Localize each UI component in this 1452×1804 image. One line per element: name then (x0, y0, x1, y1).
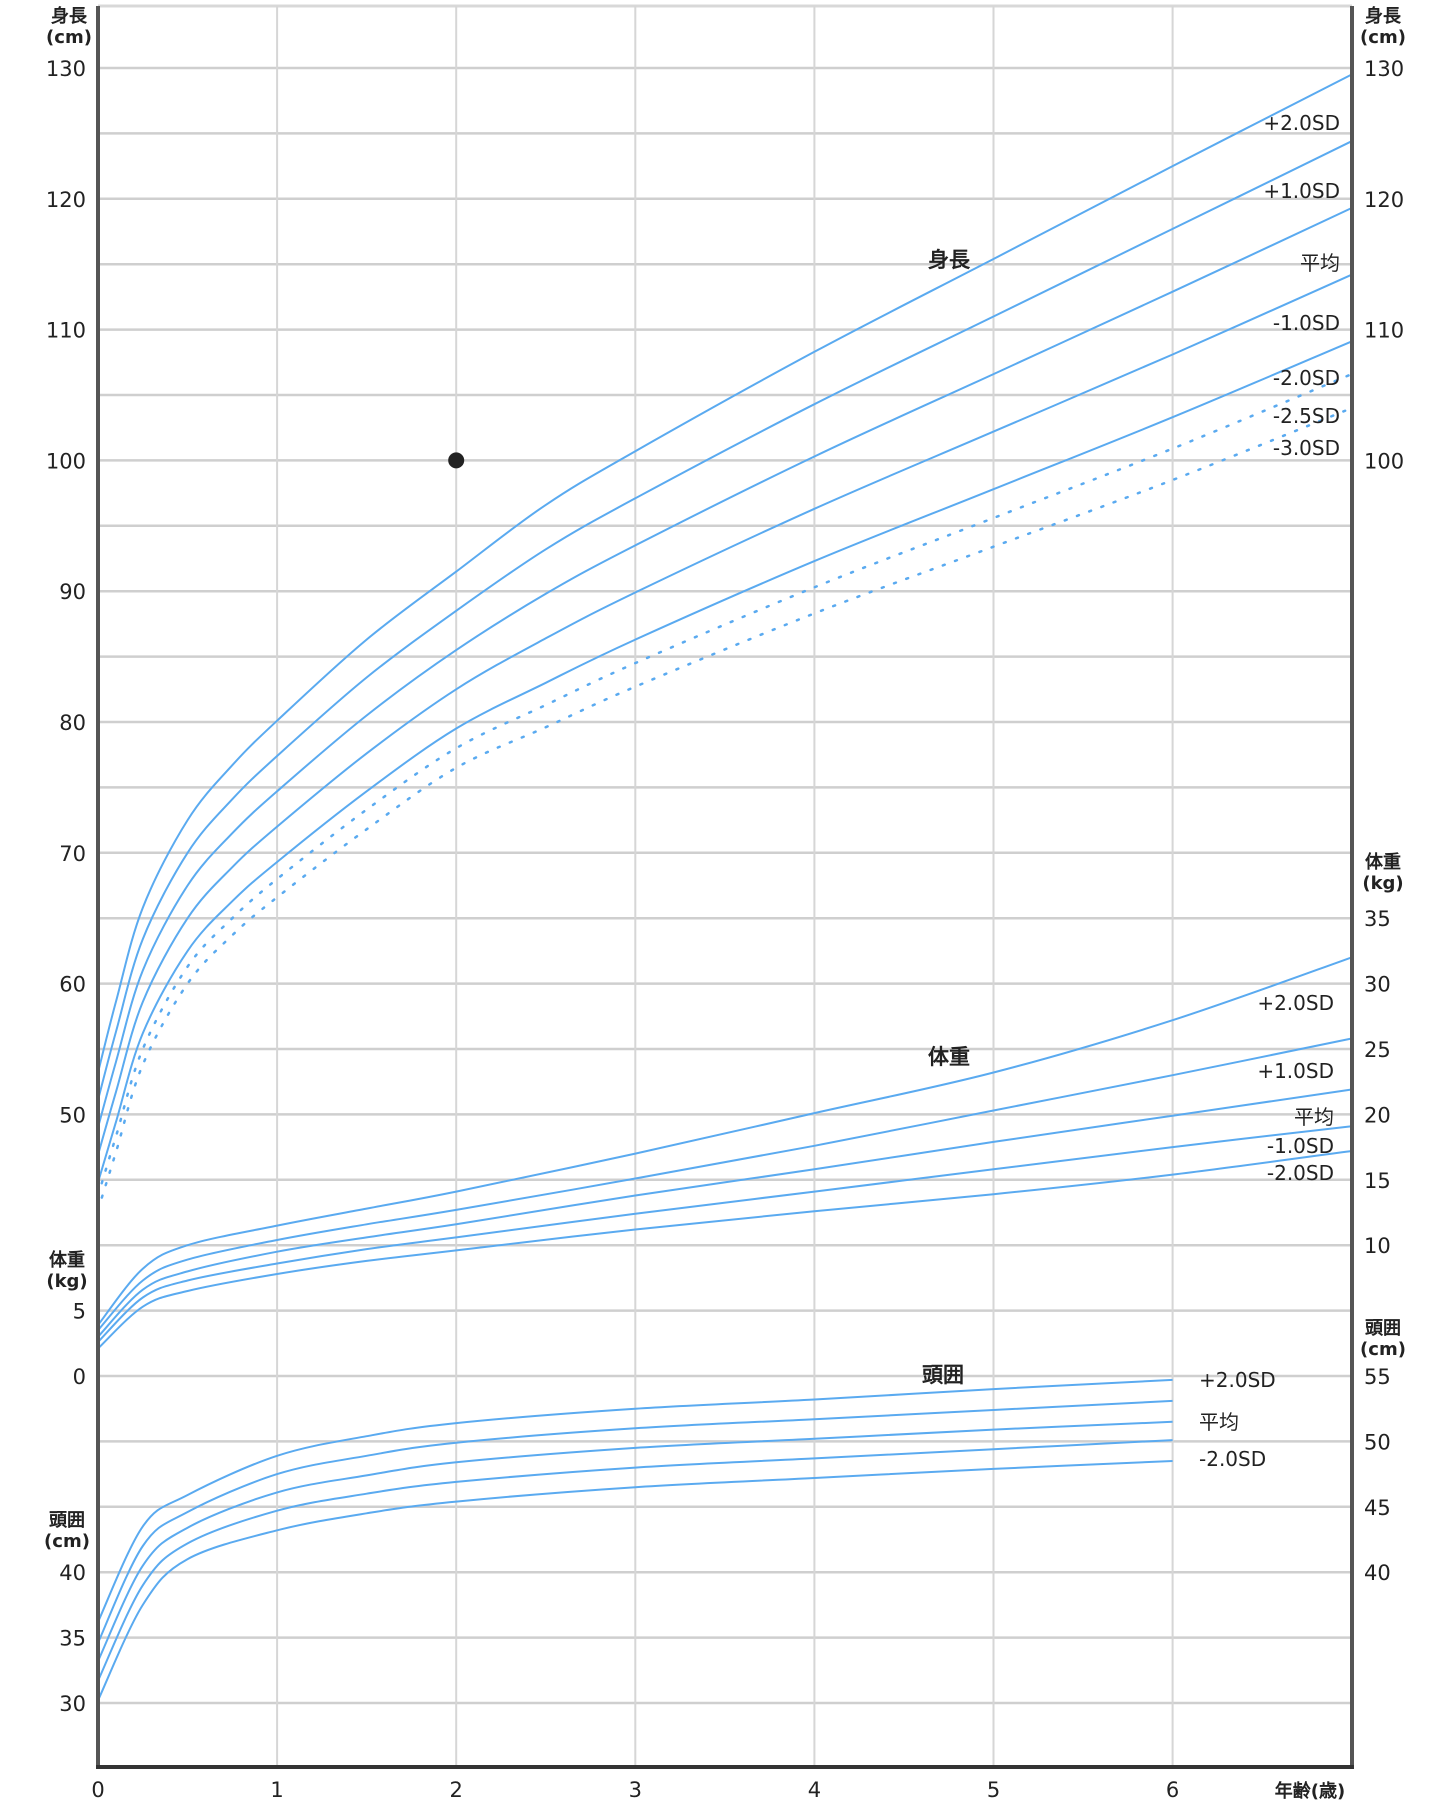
weight-curve-4 (97, 1150, 1352, 1350)
height-left-tick-label: 100 (46, 449, 86, 473)
head-curve-4 (97, 1460, 1173, 1701)
head-curve-1 (97, 1399, 1173, 1644)
weight-right-tick-label: 35 (1364, 907, 1391, 931)
height-left-tick-label: 70 (59, 842, 86, 866)
weight-curve-label: 平均 (1294, 1105, 1334, 1129)
weight-left-tick-label: 0 (73, 1365, 86, 1389)
x-tick-label: 1 (270, 1778, 283, 1802)
height-curve-label: -1.0SD (1273, 311, 1340, 335)
x-tick-label: 0 (91, 1778, 104, 1802)
head-title: 頭囲 (922, 1363, 964, 1387)
weight-title: 体重 (928, 1045, 970, 1069)
x-axis-title: 年齢(歳) (1275, 1780, 1345, 1802)
height-curve-label: -3.0SD (1273, 436, 1340, 460)
head-curve-0 (97, 1378, 1173, 1623)
head-curve-label: -2.0SD (1199, 1447, 1266, 1471)
weight-right-tick-label: 25 (1364, 1038, 1391, 1062)
weight-unit-label: 体重 (1365, 851, 1401, 873)
height-curve-label: -2.0SD (1273, 366, 1340, 390)
height-unit-label: 身長 (1365, 5, 1402, 27)
height-curve-4 (97, 340, 1353, 1183)
axes: 1301201101009080706050130120110100503530… (44, 5, 1406, 1802)
weight-right-tick-label: 15 (1364, 1169, 1391, 1193)
height-unit-label: (cm) (46, 27, 92, 48)
height-unit-label: (cm) (1360, 27, 1406, 48)
weight-curve-label: +1.0SD (1257, 1059, 1334, 1083)
head-unit-label: 頭囲 (1365, 1318, 1401, 1339)
labels: +2.0SD +1.0SD 平均 -1.0SD -2.0SD -2.5SD -3.0SD +2… (922, 111, 1340, 1471)
height-left-tick-label: 90 (59, 580, 86, 604)
height-left-tick-label: 60 (59, 973, 86, 997)
weight-curve-2 (97, 1088, 1352, 1338)
x-tick-label: 3 (629, 1778, 642, 1802)
measurement-point (448, 452, 465, 469)
head-left-tick-label: 40 (59, 1561, 86, 1585)
height-curve-2 (97, 207, 1353, 1128)
weight-curve-3 (97, 1125, 1352, 1343)
head-right-tick-label: 45 (1364, 1496, 1391, 1520)
height-curve-label: 平均 (1300, 251, 1340, 275)
x-tick-label: 2 (450, 1778, 463, 1802)
head-curve-label: +2.0SD (1199, 1368, 1276, 1392)
height-right-tick-label: 110 (1364, 319, 1404, 343)
height-left-tick-label: 130 (46, 57, 86, 81)
head-curve-2 (97, 1420, 1173, 1662)
head-unit-label: 頭囲 (49, 1510, 85, 1531)
weight-unit-label: (kg) (46, 1271, 87, 1292)
height-curve-6 (96, 406, 1353, 1212)
weight-unit-label: 体重 (49, 1249, 85, 1271)
head-left-tick-label: 35 (59, 1627, 86, 1651)
weight-right-tick-label: 20 (1364, 1103, 1391, 1127)
height-left-tick-label: 80 (59, 711, 86, 735)
height-title: 身長 (928, 248, 971, 272)
height-left-tick-label: 50 (59, 1103, 86, 1127)
weight-right-tick-label: 30 (1364, 973, 1391, 997)
height-unit-label: 身長 (51, 5, 88, 27)
x-tick-label: 5 (987, 1778, 1000, 1802)
height-left-tick-label: 120 (46, 188, 86, 212)
head-unit-label: (cm) (44, 1531, 90, 1552)
head-curve-3 (97, 1439, 1173, 1682)
curves (96, 73, 1353, 1701)
weight-unit-label: (kg) (1362, 873, 1403, 894)
height-curve-3 (97, 273, 1353, 1156)
grid (98, 4, 1352, 1767)
height-curve-label: +1.0SD (1263, 179, 1340, 203)
weight-curve-label: -1.0SD (1267, 1134, 1334, 1158)
height-left-tick-label: 110 (46, 319, 86, 343)
height-right-tick-label: 120 (1364, 188, 1404, 212)
head-right-tick-label: 40 (1364, 1561, 1391, 1585)
weight-right-tick-label: 10 (1364, 1234, 1391, 1258)
x-tick-label: 4 (808, 1778, 821, 1802)
height-curve-0 (97, 73, 1353, 1073)
weight-curve-label: -2.0SD (1267, 1161, 1334, 1185)
head-right-tick-label: 50 (1364, 1430, 1391, 1454)
height-curve-1 (97, 140, 1353, 1101)
height-right-tick-label: 100 (1364, 449, 1404, 473)
head-left-tick-label: 30 (59, 1692, 86, 1716)
weight-curve-1 (97, 1037, 1352, 1331)
head-unit-label: (cm) (1360, 1339, 1406, 1360)
height-curve-label: +2.0SD (1263, 111, 1340, 135)
weight-left-tick-label: 5 (73, 1300, 86, 1324)
head-right-tick-label: 55 (1364, 1365, 1391, 1389)
x-tick-label: 6 (1166, 1778, 1179, 1802)
weight-curve-0 (97, 956, 1353, 1326)
height-curve-label: -2.5SD (1273, 404, 1340, 428)
height-right-tick-label: 130 (1364, 57, 1404, 81)
weight-curve-label: +2.0SD (1257, 991, 1334, 1015)
head-curve-label: 平均 (1199, 1410, 1239, 1434)
